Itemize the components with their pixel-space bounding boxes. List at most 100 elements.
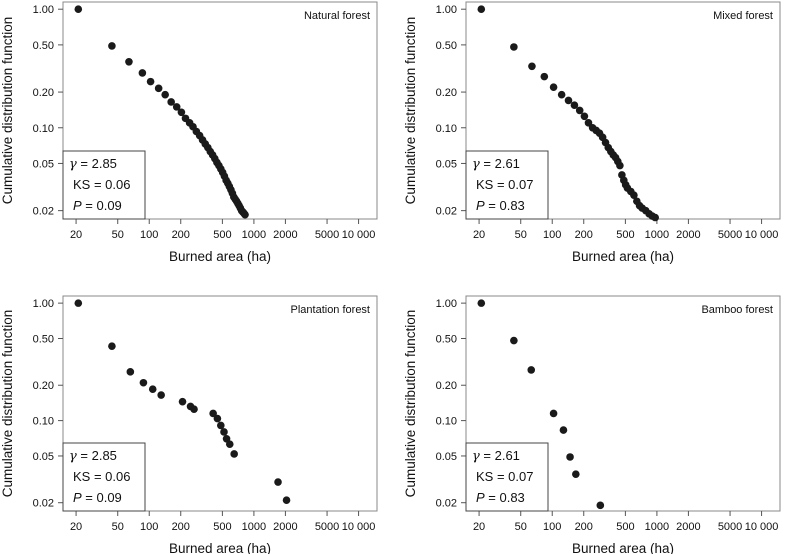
data-point [510,336,518,345]
data-point [570,101,579,109]
y-axis-title: Cumulative distribution function [403,17,418,205]
data-point [190,405,198,414]
x-tick-label: 100 [543,521,561,533]
data-point [282,496,291,505]
data-point [559,426,568,434]
data-point [572,470,580,478]
panel-label: Natural forest [304,10,370,22]
data-point [651,213,659,222]
x-tick-label: 1000 [242,229,266,241]
x-tick-label: 2000 [676,521,700,533]
data-point [220,428,228,436]
y-tick-label: 0.20 [436,380,457,392]
p-stat: P = 0.83 [476,198,525,213]
data-point [549,83,558,91]
gamma-stat: γ = 2.61 [472,156,520,172]
x-tick-label: 2000 [273,521,297,533]
stats-box [465,150,549,220]
x-tick-label: 2000 [676,229,700,241]
y-tick-label: 0.10 [436,123,457,135]
x-tick-label: 200 [575,229,593,241]
x-tick-label: 500 [616,521,634,533]
data-point [74,5,83,13]
x-tick-label: 200 [575,521,593,533]
y-tick-label: 1.00 [33,298,54,310]
x-axis-title: Burned area (ha) [169,541,271,554]
data-point [213,414,222,423]
chart-panel-3: 20 50 100 200 500 1000 2000 5000 10 000 1.00 0.50 0… [0,295,378,554]
data-point [564,96,573,105]
y-tick-label: 0.20 [436,87,457,99]
x-tick-label: 1000 [645,229,669,241]
x-tick-label: 5000 [718,229,742,241]
data-point [161,90,169,99]
data-point [596,501,605,510]
x-tick-label: 500 [213,229,231,241]
x-axis-title: Burned area (ha) [169,249,271,264]
x-tick-label: 100 [140,521,158,533]
data-point [126,368,135,376]
y-tick-label: 0.02 [436,498,457,510]
x-tick-label: 50 [515,521,527,533]
x-tick-label: 500 [616,229,634,241]
y-tick-label: 0.20 [33,380,54,392]
x-tick-label: 200 [172,229,190,241]
x-tick-label: 5000 [315,521,339,533]
plot-frame [465,1,781,220]
stats-box [62,150,146,220]
x-tick-label: 10 000 [342,521,376,533]
y-axis-title: Cumulative distribution function [0,17,15,205]
y-axis-title: Cumulative distribution function [0,310,15,498]
ks-stat: KS = 0.07 [476,177,533,192]
chart-panel-2: 20 50 100 200 500 1000 2000 5000 10 000 1.00 0.50 0… [403,1,781,264]
data-point [172,103,181,111]
y-tick-label: 0.50 [436,333,457,345]
y-tick-label: 0.05 [436,451,457,463]
data-point [148,385,157,394]
chart-panel-4: 20 50 100 200 500 1000 2000 5000 10 000 1.00 0.50 0… [403,295,781,554]
data-point [630,191,638,199]
data-point [138,69,147,77]
stats-box [465,442,549,512]
data-point [477,5,486,13]
data-point [125,58,133,66]
data-point [616,161,624,170]
panel-label: Bamboo forest [701,304,773,316]
y-tick-label: 1.00 [436,4,457,16]
gamma-stat: γ = 2.85 [69,448,117,464]
data-point [549,409,558,418]
x-tick-label: 2000 [273,229,297,241]
data-point [510,43,518,51]
x-tick-label: 20 [70,521,82,533]
x-tick-label: 100 [140,229,158,241]
x-tick-label: 20 [473,521,485,533]
data-point [580,112,589,121]
plot-frame [465,295,781,512]
data-point [108,42,116,50]
x-tick-label: 20 [70,229,82,241]
data-point [241,210,249,219]
x-tick-label: 200 [172,521,190,533]
data-point [209,409,217,418]
x-axis-title: Burned area (ha) [572,541,674,554]
y-tick-label: 0.05 [33,451,54,463]
data-point [146,77,155,86]
x-tick-label: 5000 [718,521,742,533]
y-tick-label: 0.05 [436,158,457,170]
y-tick-label: 0.20 [33,87,54,99]
x-tick-label: 5000 [315,229,339,241]
y-tick-label: 0.10 [33,123,54,135]
x-tick-label: 20 [473,229,485,241]
y-tick-label: 0.10 [33,416,54,428]
plot-frame [62,295,378,512]
y-tick-label: 0.50 [436,40,457,52]
ks-stat: KS = 0.07 [476,469,533,484]
x-tick-label: 50 [112,521,124,533]
x-axis-title: Burned area (ha) [572,249,674,264]
y-tick-label: 0.02 [33,206,54,218]
y-tick-label: 1.00 [33,4,54,16]
p-stat: P = 0.09 [73,490,122,505]
data-point [217,421,225,430]
x-tick-label: 10 000 [745,521,779,533]
